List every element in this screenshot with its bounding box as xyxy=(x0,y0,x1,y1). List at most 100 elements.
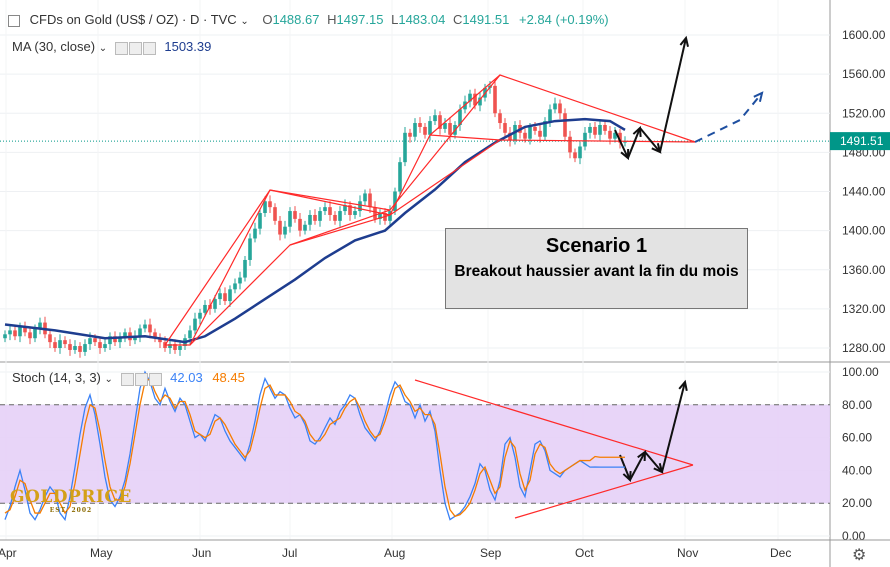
close-icon[interactable] xyxy=(148,373,162,387)
candle-body xyxy=(283,226,287,235)
candle-body xyxy=(433,115,437,122)
arrow-down-2 xyxy=(639,127,661,153)
candle-body xyxy=(408,132,412,137)
open-label: O xyxy=(262,12,273,27)
candle-body xyxy=(213,299,217,309)
logo-sub: EST. 2002 xyxy=(49,507,93,514)
settings-gear-icon: ⚙ xyxy=(852,547,866,564)
collapse-icon[interactable] xyxy=(8,14,20,27)
eye-icon[interactable] xyxy=(114,42,128,56)
stoch-line-k xyxy=(4,370,625,522)
scenario-annotation[interactable]: Scenario 1 Breakout haussier avant la fi… xyxy=(445,228,748,309)
candle-body xyxy=(523,132,527,139)
candle-body xyxy=(393,191,397,212)
candle-body xyxy=(33,328,37,339)
price-tick-label: 1320.00 xyxy=(842,302,886,316)
x-tick-label: Apr xyxy=(0,546,17,560)
price-tick-label: 1600.00 xyxy=(842,28,886,42)
x-tick-label: Dec xyxy=(770,546,791,560)
stoch-buttons xyxy=(120,371,163,387)
candle-body xyxy=(613,132,617,139)
pole-line xyxy=(189,189,271,346)
ma-label[interactable]: MA (30, close) xyxy=(12,39,96,54)
candle-body xyxy=(168,344,172,348)
candle-body xyxy=(503,123,507,133)
candle-body xyxy=(198,312,202,319)
candle-body xyxy=(328,207,332,215)
candle-body xyxy=(138,328,142,337)
x-tick-label: May xyxy=(90,546,113,560)
candle-body xyxy=(423,126,427,135)
candle-body xyxy=(333,214,337,221)
high-label: H xyxy=(327,12,337,27)
x-tick-label: Jul xyxy=(282,546,297,560)
candle-body xyxy=(118,338,122,343)
close-icon[interactable] xyxy=(142,42,156,56)
arrow-up-breakout xyxy=(659,37,687,153)
change-value: +2.84 (+0.19%) xyxy=(518,12,609,27)
ma-legend: MA (30, close) ⌄ 1503.39 xyxy=(12,39,212,56)
stoch-tick-label: 80.00 xyxy=(842,398,872,412)
candle-body xyxy=(48,334,52,343)
candle-body xyxy=(268,201,272,208)
chevron-down-icon[interactable]: ⌄ xyxy=(240,16,249,27)
price-tick-label: 1400.00 xyxy=(842,224,886,238)
flag-upper xyxy=(269,189,391,216)
symbol-legend: CFDs on Gold (US$ / OZ) · D · TVC ⌄ O148… xyxy=(8,12,609,27)
wedge-line xyxy=(429,74,501,136)
candle-body xyxy=(38,322,42,329)
high-value: 1497.15 xyxy=(336,12,384,27)
candle-body xyxy=(288,211,292,227)
open-value: 1488.67 xyxy=(272,12,320,27)
arrow-projection xyxy=(694,92,763,143)
symbol-title[interactable]: CFDs on Gold (US$ / OZ) · D · TVC xyxy=(29,12,237,27)
price-tick-label: 1440.00 xyxy=(842,185,886,199)
candle-body xyxy=(428,121,432,135)
candle-body xyxy=(508,132,512,141)
candle-body xyxy=(243,259,247,278)
candle-body xyxy=(308,214,312,225)
candle-body xyxy=(388,211,392,221)
candle-body xyxy=(603,124,607,131)
candle-body xyxy=(258,213,262,229)
candle-body xyxy=(143,324,147,329)
settings-icon[interactable] xyxy=(134,373,148,387)
x-tick-label: Oct xyxy=(575,546,594,560)
candle-body xyxy=(293,211,297,219)
candle-body xyxy=(113,336,117,343)
candle-body xyxy=(528,126,532,139)
candle-body xyxy=(543,121,547,137)
x-tick-label: Jun xyxy=(192,546,211,560)
candle-body xyxy=(68,344,72,350)
candle-body xyxy=(223,293,227,302)
chevron-down-icon[interactable]: ⌄ xyxy=(104,374,113,385)
candle-body xyxy=(548,109,552,122)
chevron-down-icon[interactable]: ⌄ xyxy=(98,43,108,54)
stoch-label[interactable]: Stoch (14, 3, 3) xyxy=(12,370,101,385)
ma-value: 1503.39 xyxy=(164,39,212,54)
candle-body xyxy=(253,228,257,239)
stoch-band xyxy=(0,404,830,504)
candle-body xyxy=(608,130,612,139)
arrow-projection-head xyxy=(753,91,764,102)
flag-lower xyxy=(289,209,391,246)
x-tick-label: Sep xyxy=(480,546,502,560)
goldprice-logo: GOLDPRICE EST. 2002 xyxy=(10,487,132,514)
candle-body xyxy=(568,136,572,153)
candle-body xyxy=(158,338,162,343)
candle-body xyxy=(313,214,317,221)
arrow-down-1 xyxy=(614,129,629,159)
stoch-tick-label: 20.00 xyxy=(842,496,872,510)
wedge-inner xyxy=(389,139,501,216)
stoch-lower-trendline xyxy=(514,464,694,519)
settings-icon[interactable] xyxy=(128,42,142,56)
candle-body xyxy=(438,115,442,129)
eye-icon[interactable] xyxy=(120,373,134,387)
candle-body xyxy=(273,207,277,221)
candle-body xyxy=(578,146,582,159)
candle-body xyxy=(573,152,577,159)
close-label: C xyxy=(452,12,463,27)
candle-body xyxy=(28,332,32,339)
arrow-up-1 xyxy=(627,127,641,159)
candle-body xyxy=(98,342,102,348)
